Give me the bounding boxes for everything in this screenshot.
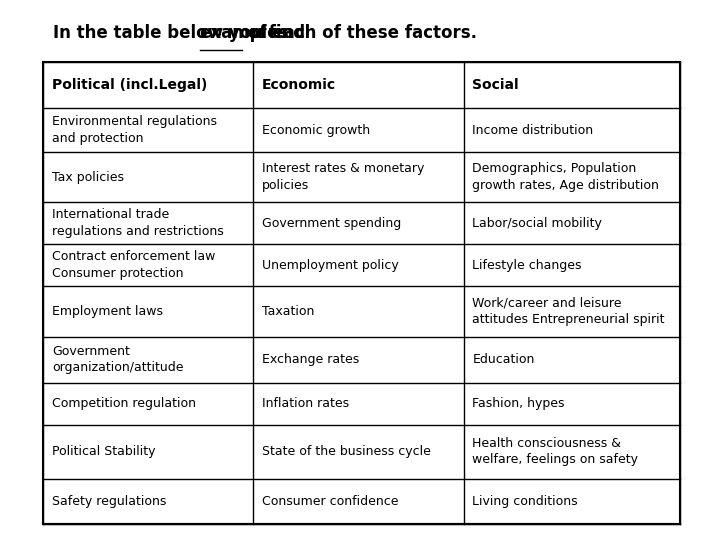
Text: examples: examples [199,24,289,42]
Text: Economic: Economic [262,78,336,92]
Text: Economic growth: Economic growth [262,124,370,137]
Text: State of the business cycle: State of the business cycle [262,445,431,458]
Text: Competition regulation: Competition regulation [52,397,196,410]
Text: Health consciousness &
welfare, feelings on safety: Health consciousness & welfare, feelings… [472,437,639,467]
Text: Living conditions: Living conditions [472,495,578,508]
Text: Environmental regulations
and protection: Environmental regulations and protection [52,116,217,145]
Text: Government spending: Government spending [262,217,401,230]
Text: Demographics, Population
growth rates, Age distribution: Demographics, Population growth rates, A… [472,162,660,192]
Text: Lifestyle changes: Lifestyle changes [472,259,582,272]
Text: Inflation rates: Inflation rates [262,397,349,410]
Text: Taxation: Taxation [262,305,315,318]
Text: Social: Social [472,78,519,92]
Text: Tax policies: Tax policies [52,171,124,184]
Text: Safety regulations: Safety regulations [52,495,166,508]
Text: Exchange rates: Exchange rates [262,353,359,366]
Text: Unemployment policy: Unemployment policy [262,259,399,272]
Text: Government
organization/attitude: Government organization/attitude [52,345,184,374]
Text: Contract enforcement law
Consumer protection: Contract enforcement law Consumer protec… [52,251,215,280]
Text: Political Stability: Political Stability [52,445,156,458]
Text: Consumer confidence: Consumer confidence [262,495,399,508]
Text: Education: Education [472,353,535,366]
Text: Income distribution: Income distribution [472,124,593,137]
Text: In the table below you find: In the table below you find [53,24,310,42]
Text: Work/career and leisure
attitudes Entrepreneurial spirit: Work/career and leisure attitudes Entrep… [472,296,665,326]
Text: of each of these factors.: of each of these factors. [242,24,477,42]
Text: Fashion, hypes: Fashion, hypes [472,397,565,410]
Text: Political (incl.Legal): Political (incl.Legal) [52,78,207,92]
Text: Interest rates & monetary
policies: Interest rates & monetary policies [262,162,425,192]
Text: International trade
regulations and restrictions: International trade regulations and rest… [52,208,224,238]
Text: Employment laws: Employment laws [52,305,163,318]
Text: Labor/social mobility: Labor/social mobility [472,217,602,230]
